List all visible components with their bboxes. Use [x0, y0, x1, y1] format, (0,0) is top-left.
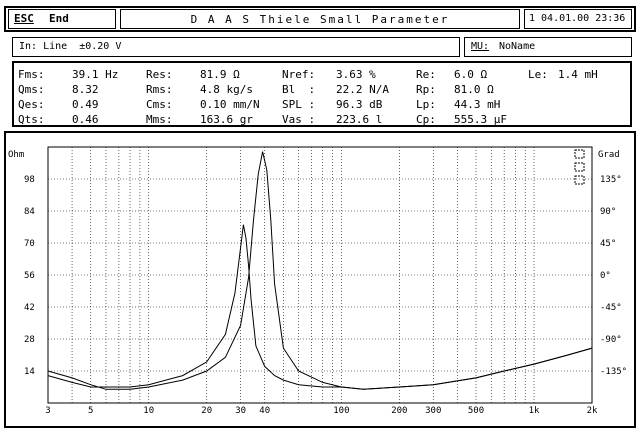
x-tick-label: 1k [529, 406, 540, 416]
param-label: Le: [528, 68, 548, 81]
param-label: Re: [416, 68, 436, 81]
plot-frame [47, 146, 593, 404]
x-tick-label: 100 [333, 406, 349, 416]
param-label: Res: [146, 68, 173, 81]
title-box: D A A S Thiele Small Parameter [120, 9, 520, 29]
param-label: Rp: [416, 83, 436, 96]
left-axis-label: Ohm [8, 150, 24, 160]
right-axis-label: Grad [598, 150, 620, 160]
datetime-box: 1 04.01.00 23:36 [524, 9, 632, 29]
param-label: Lp: [416, 98, 436, 111]
y2-tick-label: -90° [600, 335, 622, 345]
end-label: End [49, 12, 69, 25]
right-axis: 135° 90° 45° 0° -45° -90° -135° [600, 175, 627, 377]
mu-label: MU: [471, 41, 490, 52]
y2-tick-label: 135° [600, 175, 622, 185]
param-value: 4.8 kg/s [200, 83, 253, 96]
datetime: 1 04.01.00 23:36 [529, 13, 626, 24]
page-title: D A A S Thiele Small Parameter [190, 13, 450, 26]
param-label: Vas : [282, 113, 316, 126]
param-value: 163.6 gr [200, 113, 253, 126]
x-tick-label: 3 [45, 406, 50, 416]
param-label: SPL : [282, 98, 316, 111]
param-value: 1.4 mH [558, 68, 598, 81]
esc-end-button[interactable]: ESC End [8, 9, 116, 29]
param-value: 0.10 mm/N [200, 98, 260, 111]
x-tick-label: 40 [259, 406, 270, 416]
param-value: 8.32 [72, 83, 99, 96]
y-tick-label: 70 [24, 239, 35, 249]
chart-grid [48, 147, 592, 403]
x-tick-label: 5 [88, 406, 93, 416]
param-value: 81.9 Ω [200, 68, 240, 81]
param-label: Mms: [146, 113, 173, 126]
left-axis: 98 84 70 56 42 28 14 [24, 175, 35, 377]
esc-label: ESC [14, 12, 34, 25]
param-label: Qts: [18, 113, 45, 126]
x-tick-label: 10 [143, 406, 154, 416]
param-label: Qes: [18, 98, 45, 111]
param-value: 0.46 [72, 113, 99, 126]
x-tick-label: 200 [391, 406, 407, 416]
param-label: Rms: [146, 83, 173, 96]
param-label: Qms: [18, 83, 45, 96]
param-value: 39.1 Hz [72, 68, 119, 81]
x-axis: 3 5 10 20 30 40 100 200 300 500 1k 2k [45, 406, 598, 416]
input-info: In: Line ±0.20 V [19, 41, 122, 52]
param-label: Cp: [416, 113, 436, 126]
x-tick-label: 30 [235, 406, 246, 416]
mu-value: NoName [499, 41, 536, 52]
param-label: Cms: [146, 98, 173, 111]
param-value: 223.6 l [336, 113, 383, 126]
y-tick-label: 42 [24, 303, 35, 313]
param-value: 81.0 Ω [454, 83, 494, 96]
series-group [47, 151, 593, 390]
param-value: 22.2 N/A [336, 83, 389, 96]
y-tick-label: 56 [24, 271, 35, 281]
x-tick-label: 2k [587, 406, 598, 416]
y-tick-label: 84 [24, 207, 35, 217]
x-tick-label: 300 [425, 406, 441, 416]
parameter-panel: Fms: 39.1 Hz Qms: 8.32 Qes: 0.49 Qts: 0.… [12, 61, 632, 127]
param-value: 3.63 % [336, 68, 376, 81]
cursor-icon[interactable] [574, 175, 585, 185]
series-line [47, 151, 593, 390]
y-tick-label: 98 [24, 175, 35, 185]
series-line [47, 224, 593, 390]
param-value: 96.3 dB [336, 98, 383, 111]
param-label: Bl : [282, 83, 316, 96]
param-value: 0.49 [72, 98, 99, 111]
x-tick-label: 20 [201, 406, 212, 416]
param-value: 6.0 Ω [454, 68, 488, 81]
param-value: 44.3 mH [454, 98, 501, 111]
y2-tick-label: 90° [600, 207, 616, 217]
mu-box[interactable]: MU: NoName [464, 37, 632, 57]
y2-tick-label: 45° [600, 239, 616, 249]
y-tick-label: 28 [24, 335, 35, 345]
cursor-icon[interactable] [574, 149, 585, 159]
param-label: Nref: [282, 68, 316, 81]
x-tick-label: 500 [468, 406, 484, 416]
y2-tick-label: -135° [600, 367, 627, 377]
param-label: Fms: [18, 68, 45, 81]
input-box: In: Line ±0.20 V [12, 37, 460, 57]
chart-panel [4, 131, 636, 428]
y-tick-label: 14 [24, 367, 35, 377]
param-value: 555.3 µF [454, 113, 507, 126]
cursor-icon[interactable] [574, 162, 585, 172]
y2-tick-label: 0° [600, 271, 611, 281]
y2-tick-label: -45° [600, 303, 622, 313]
